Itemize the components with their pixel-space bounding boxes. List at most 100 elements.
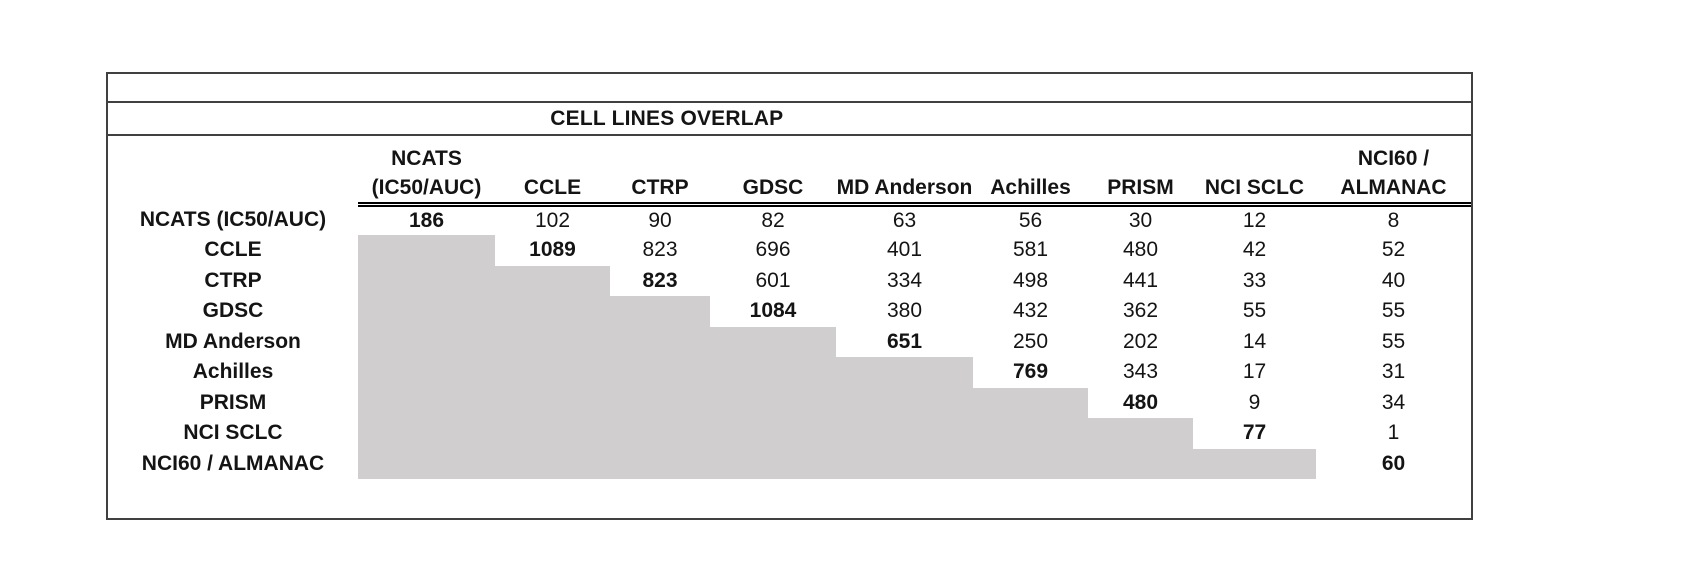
matrix-body: NCATS (IC50/AUC) 186 102 90 82 63 56 30 12 8 CCLE 1… [108, 205, 1471, 479]
overlap-cell-ncats-ic50-auc-x-prism: 30 [1128, 209, 1153, 232]
matrix-header-row: NCATS (IC50/AUC) CCLE CTRP GDSC MD Anderson Ac… [108, 136, 1471, 207]
overlap-cell-gdsc-x-prism: 362 [1122, 299, 1159, 323]
diagonal-cell-nci-sclc: 77 [1242, 421, 1267, 445]
overlap-cell-prism-x-nci-sclc: 9 [1248, 390, 1261, 414]
table-title-row: CELL LINES OVERLAP [108, 103, 1471, 136]
overlap-cell-nci-sclc-x-nci60-almanac: 1 [1387, 421, 1400, 445]
overlap-cell-ncats-ic50-auc-x-ccle: 102 [534, 209, 571, 232]
diagonal-cell-prism: 480 [1122, 390, 1159, 414]
shaded-cell [973, 448, 1088, 479]
shaded-cell [710, 448, 836, 479]
matrix-row-ncats-ic50-auc: NCATS (IC50/AUC) 186 102 90 82 63 56 30 12 8 [108, 205, 1471, 236]
overlap-cell-gdsc-x-md-anderson: 380 [886, 299, 923, 323]
overlap-cell-ncats-ic50-auc-x-nci60-almanac: 8 [1387, 209, 1400, 232]
overlap-cell-gdsc-x-nci60-almanac: 55 [1381, 299, 1406, 323]
shaded-cell [495, 418, 610, 449]
overlap-cell-ctrp-x-prism: 441 [1122, 268, 1159, 292]
matrix-row-achilles: Achilles 769 343 17 31 [108, 357, 1471, 388]
matrix-row-nci60-almanac: NCI60 / ALMANAC 60 [108, 448, 1471, 479]
overlap-cell-gdsc-x-nci-sclc: 55 [1242, 299, 1267, 323]
overlap-cell-achilles-x-prism: 343 [1122, 360, 1159, 384]
overlap-cell-ncats-ic50-auc-x-nci-sclc: 12 [1242, 209, 1267, 232]
diagonal-cell-ctrp: 823 [642, 268, 678, 292]
shaded-cell [495, 448, 610, 479]
shaded-cell [973, 387, 1088, 418]
table-title: CELL LINES OVERLAP [550, 106, 784, 130]
column-header-ncats-ic50-auc: NCATS (IC50/AUC) [358, 136, 495, 207]
matrix-row-ccle: CCLE 1089 823 696 401 581 480 42 52 [108, 235, 1471, 266]
overlap-cell-ccle-x-nci-sclc: 42 [1242, 238, 1267, 262]
overlap-cell-md-anderson-x-nci-sclc: 14 [1242, 329, 1267, 353]
diagonal-cell-ccle: 1089 [529, 238, 576, 262]
overlap-cell-md-anderson-x-prism: 202 [1122, 329, 1159, 353]
shaded-cell [358, 418, 495, 449]
row-label-ncats-ic50-auc: NCATS (IC50/AUC) [139, 207, 327, 231]
shaded-cell [973, 418, 1088, 449]
shaded-cell [495, 326, 610, 357]
row-label-md-anderson: MD Anderson [165, 329, 301, 353]
matrix-row-md-anderson: MD Anderson 651 250 202 14 55 [108, 326, 1471, 357]
shaded-cell [836, 418, 973, 449]
empty-top-band [108, 74, 1471, 103]
row-label-achilles: Achilles [192, 360, 274, 384]
overlap-cell-ccle-x-prism: 480 [1122, 238, 1159, 262]
shaded-cell [610, 296, 710, 327]
row-label-prism: PRISM [199, 390, 267, 414]
shaded-cell [610, 326, 710, 357]
overlap-cell-prism-x-nci60-almanac: 34 [1381, 390, 1406, 414]
column-header-nci60-almanac: NCI60 /ALMANAC [1316, 136, 1471, 207]
shaded-cell [358, 387, 495, 418]
overlap-cell-ccle-x-achilles: 581 [1012, 238, 1049, 262]
shaded-cell [495, 387, 610, 418]
row-label-nci-sclc: NCI SCLC [183, 421, 283, 445]
overlap-cell-ccle-x-md-anderson: 401 [886, 238, 923, 262]
overlap-cell-md-anderson-x-nci60-almanac: 55 [1381, 329, 1406, 353]
shaded-cell [495, 265, 610, 296]
row-label-nci60-almanac: NCI60 / ALMANAC [141, 451, 325, 475]
row-label-ccle: CCLE [204, 238, 262, 262]
shaded-cell [710, 326, 836, 357]
overlap-cell-ncats-ic50-auc-x-gdsc: 82 [761, 209, 785, 232]
shaded-cell [836, 357, 973, 388]
shaded-cell [495, 357, 610, 388]
shaded-cell [358, 357, 495, 388]
row-label-ctrp: CTRP [204, 268, 262, 292]
column-header-ccle: CCLE [495, 136, 610, 207]
overlap-cell-ncats-ic50-auc-x-md-anderson: 63 [892, 209, 917, 232]
column-header-prism: PRISM [1088, 136, 1193, 207]
overlap-cell-ccle-x-ctrp: 823 [642, 238, 678, 262]
shaded-cell [610, 357, 710, 388]
overlap-cell-ctrp-x-nci-sclc: 33 [1242, 268, 1267, 292]
shaded-cell [836, 387, 973, 418]
shaded-cell [495, 296, 610, 327]
matrix-row-nci-sclc: NCI SCLC 77 1 [108, 418, 1471, 449]
overlap-cell-md-anderson-x-achilles: 250 [1012, 329, 1049, 353]
matrix-row-prism: PRISM 480 9 34 [108, 387, 1471, 418]
shaded-cell [358, 296, 495, 327]
shaded-cell [710, 418, 836, 449]
shaded-cell [1088, 418, 1193, 449]
shaded-cell [358, 265, 495, 296]
column-header-gdsc: GDSC [710, 136, 836, 207]
row-label-column-header [108, 136, 358, 205]
diagonal-cell-nci60-almanac: 60 [1381, 451, 1406, 475]
shaded-cell [358, 235, 495, 266]
overlap-cell-ccle-x-gdsc: 696 [755, 238, 791, 262]
overlap-cell-ctrp-x-md-anderson: 334 [886, 268, 923, 292]
shaded-cell [358, 448, 495, 479]
matrix-row-ctrp: CTRP 823 601 334 498 441 33 40 [108, 265, 1471, 296]
diagonal-cell-ncats-ic50-auc: 186 [408, 209, 445, 232]
shaded-cell [610, 448, 710, 479]
overlap-cell-ncats-ic50-auc-x-achilles: 56 [1018, 209, 1043, 232]
column-header-nci-sclc: NCI SCLC [1193, 136, 1316, 207]
overlap-cell-ccle-x-nci60-almanac: 52 [1381, 238, 1406, 262]
shaded-cell [1088, 448, 1193, 479]
row-label-gdsc: GDSC [202, 299, 264, 323]
shaded-cell [610, 387, 710, 418]
overlap-cell-achilles-x-nci-sclc: 17 [1242, 360, 1267, 384]
diagonal-cell-achilles: 769 [1012, 360, 1049, 384]
shaded-cell [1193, 448, 1316, 479]
overlap-cell-ctrp-x-nci60-almanac: 40 [1381, 268, 1406, 292]
shaded-cell [710, 357, 836, 388]
